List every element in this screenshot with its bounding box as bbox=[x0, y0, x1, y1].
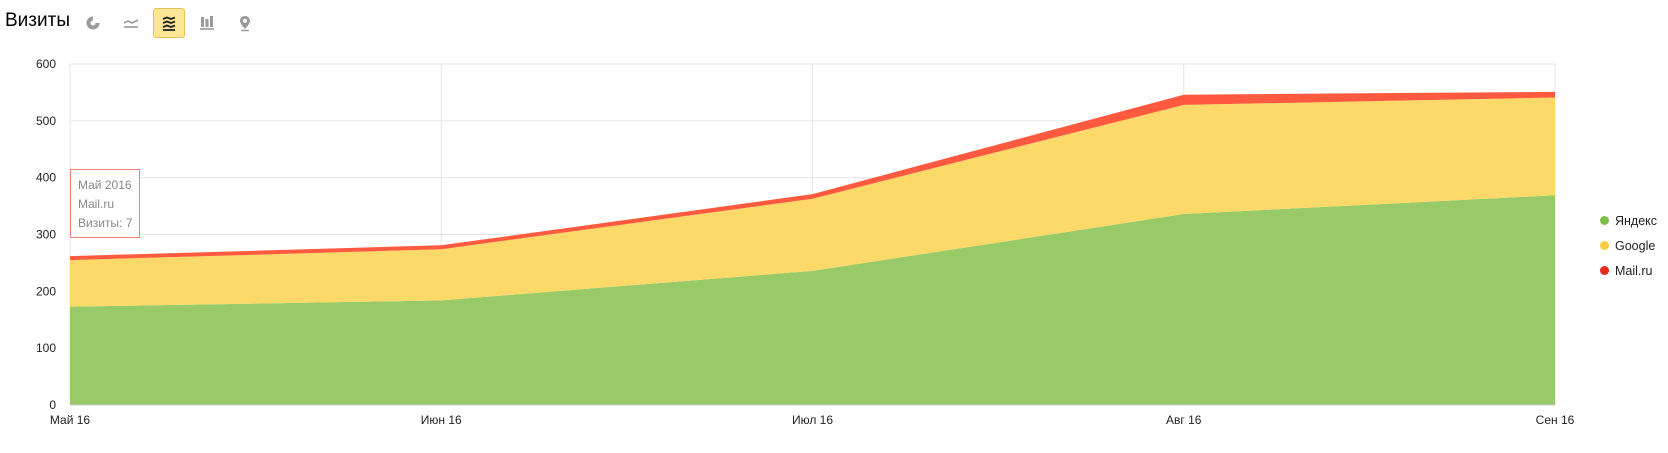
y-tick-label: 400 bbox=[36, 171, 56, 185]
y-tick-label: 100 bbox=[36, 341, 56, 355]
bar-chart-icon bbox=[200, 16, 214, 30]
x-tick-label: Июн 16 bbox=[421, 413, 462, 427]
legend-item-yandex[interactable]: Яндекс bbox=[1600, 208, 1668, 233]
legend-item-mailru[interactable]: Mail.ru bbox=[1600, 258, 1668, 283]
area-chart-icon bbox=[162, 16, 176, 31]
legend-dot-google bbox=[1600, 241, 1609, 250]
x-tick-label: Июл 16 bbox=[792, 413, 833, 427]
x-tick-label: Май 16 bbox=[50, 413, 91, 427]
legend-item-google[interactable]: Google bbox=[1600, 233, 1668, 258]
chart-tooltip: Май 2016 Mail.ru Визиты: 7 bbox=[70, 169, 140, 238]
legend-dot-mailru bbox=[1600, 266, 1609, 275]
map-button[interactable] bbox=[229, 8, 261, 38]
y-tick-label: 500 bbox=[36, 114, 56, 128]
x-tick-label: Авг 16 bbox=[1166, 413, 1202, 427]
legend-label-google: Google bbox=[1615, 238, 1656, 253]
legend-label-mailru: Mail.ru bbox=[1615, 263, 1653, 278]
tooltip-value: Визиты: 7 bbox=[78, 216, 133, 230]
area-google bbox=[70, 97, 1555, 307]
tooltip-period: Май 2016 bbox=[78, 178, 132, 192]
chart-legend: Яндекс Google Mail.ru bbox=[1600, 208, 1668, 283]
y-tick-label: 0 bbox=[49, 398, 56, 412]
pie-chart-icon bbox=[86, 16, 100, 30]
pie-chart-button[interactable] bbox=[77, 8, 109, 38]
y-tick-label: 200 bbox=[36, 284, 56, 298]
legend-label-yandex: Яндекс bbox=[1615, 213, 1658, 228]
chart-title: Визиты bbox=[5, 10, 70, 31]
y-tick-label: 300 bbox=[36, 228, 56, 242]
y-tick-label: 600 bbox=[36, 57, 56, 71]
line-chart-button[interactable] bbox=[115, 8, 147, 38]
map-pin-icon bbox=[240, 16, 250, 32]
bar-chart-button[interactable] bbox=[191, 8, 223, 38]
line-chart-icon bbox=[123, 19, 139, 28]
area-chart-button[interactable] bbox=[153, 8, 185, 38]
x-tick-label: Сен 16 bbox=[1536, 413, 1575, 427]
tooltip-series: Mail.ru bbox=[78, 197, 115, 211]
chart-header: Визиты bbox=[0, 0, 600, 48]
area-yandex bbox=[70, 195, 1555, 405]
legend-dot-yandex bbox=[1600, 216, 1609, 225]
